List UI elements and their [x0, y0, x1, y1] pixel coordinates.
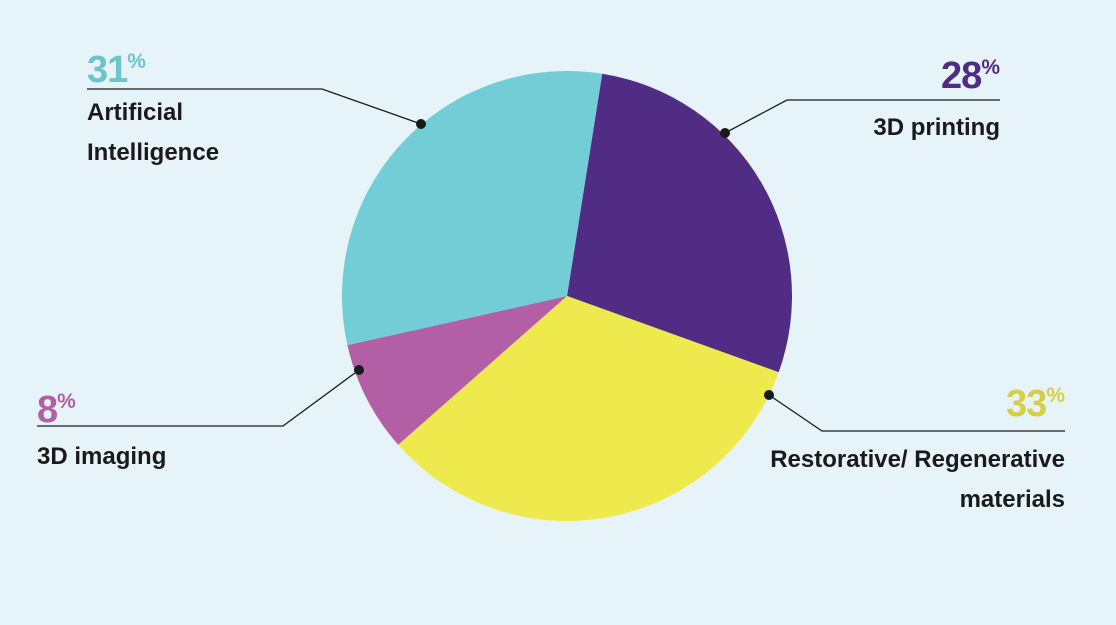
- pie-slice: [567, 73, 793, 373]
- value-label: 8%: [37, 389, 76, 431]
- leader-dot: [416, 119, 426, 129]
- category-label: 3D printing: [873, 114, 1000, 141]
- pie-slice: [398, 296, 779, 521]
- category-label: 3D imaging: [37, 443, 167, 470]
- pie-slice: [341, 70, 603, 346]
- value-label: 33%: [1006, 383, 1065, 425]
- leader-line: [87, 88, 422, 125]
- pie-slice: [347, 296, 567, 445]
- value-label: 31%: [87, 49, 146, 91]
- leader-dot: [354, 365, 364, 375]
- leader-line: [724, 99, 1000, 134]
- category-label: Restorative/ Regenerative materials: [770, 446, 1065, 513]
- category-label: Artificial Intelligence: [87, 99, 220, 166]
- value-label: 28%: [941, 55, 1000, 97]
- leader-line: [768, 394, 1065, 432]
- leader-dot: [764, 390, 774, 400]
- leader-dot: [720, 128, 730, 138]
- leader-line: [37, 369, 360, 427]
